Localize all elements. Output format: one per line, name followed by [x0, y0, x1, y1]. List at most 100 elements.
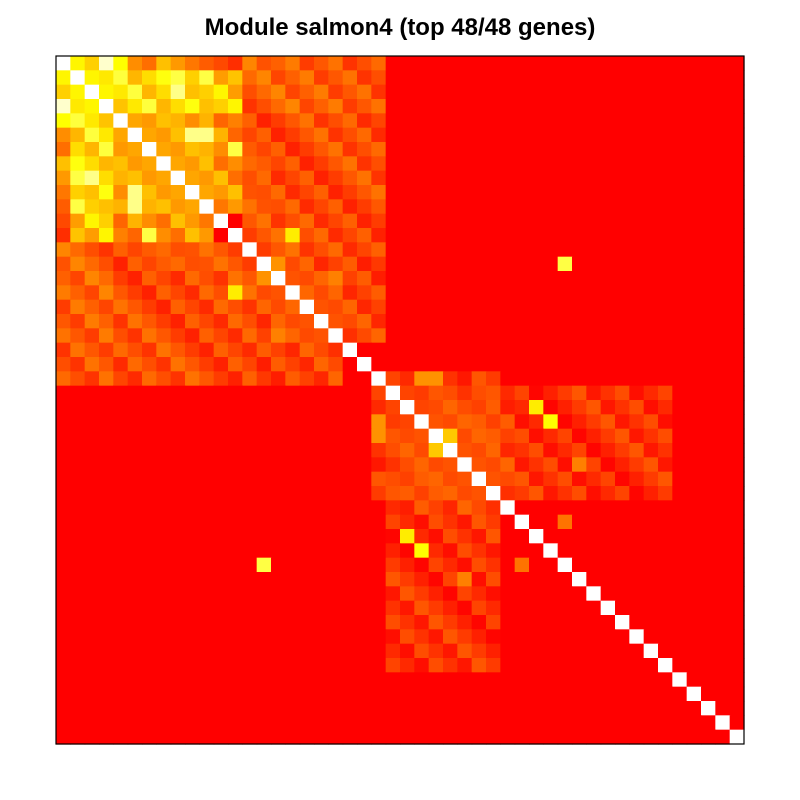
heatmap-cell	[486, 299, 501, 315]
heatmap-cell	[385, 314, 401, 329]
heatmap-cell	[500, 213, 516, 229]
heatmap-cell	[557, 299, 573, 315]
heatmap-cell	[371, 342, 387, 358]
heatmap-cell	[486, 672, 501, 688]
heatmap-cell	[529, 156, 544, 172]
heatmap-cell	[342, 142, 358, 157]
heatmap-cell	[84, 572, 100, 587]
diagonal-cell	[643, 643, 659, 659]
heatmap-cell	[328, 256, 344, 272]
heatmap-cell	[342, 715, 358, 731]
heatmap-cell	[672, 615, 688, 630]
heatmap-cell	[99, 113, 114, 129]
heatmap-cell	[729, 500, 745, 516]
heatmap-cell	[228, 256, 243, 272]
heatmap-cell	[357, 586, 372, 602]
heatmap-cell	[170, 414, 186, 430]
heatmap-cell	[414, 500, 430, 516]
heatmap-cell	[543, 213, 559, 229]
heatmap-cell	[428, 486, 444, 501]
heatmap-cell	[543, 514, 559, 530]
heatmap-cell	[428, 457, 444, 473]
heatmap-cell	[342, 70, 358, 86]
heatmap-cell	[385, 371, 401, 387]
heatmap-cell	[471, 199, 487, 215]
heatmap-cell	[443, 228, 458, 243]
heatmap-cell	[285, 84, 301, 100]
heatmap-cell	[428, 500, 444, 516]
heatmap-cell	[228, 572, 243, 587]
heatmap-cell	[514, 600, 530, 616]
heatmap-cell	[357, 672, 372, 688]
heatmap-cell	[428, 242, 444, 258]
heatmap-cell	[615, 271, 630, 286]
heatmap-cell	[715, 314, 731, 329]
heatmap-cell	[199, 457, 215, 473]
diagonal-cell	[543, 543, 559, 559]
heatmap-cell	[271, 514, 286, 530]
heatmap-cell	[600, 457, 616, 473]
heatmap-cell	[428, 342, 444, 358]
heatmap-cell	[170, 658, 186, 673]
heatmap-cell	[643, 242, 659, 258]
heatmap-cell	[142, 672, 157, 688]
heatmap-cell	[185, 170, 200, 186]
heatmap-cell	[572, 428, 587, 444]
heatmap-cell	[658, 357, 673, 372]
heatmap-cell	[70, 285, 86, 301]
heatmap-cell	[428, 285, 444, 301]
heatmap-cell	[156, 629, 172, 645]
heatmap-cell	[271, 299, 286, 315]
heatmap-cell	[729, 457, 745, 473]
heatmap-cell	[256, 428, 272, 444]
heatmap-cell	[342, 572, 358, 587]
heatmap-cell	[400, 156, 415, 172]
heatmap-cell	[715, 84, 731, 100]
heatmap-cell	[228, 729, 243, 745]
heatmap-cell	[715, 615, 731, 630]
heatmap-cell	[457, 342, 473, 358]
heatmap-cell	[643, 572, 659, 587]
heatmap-cell	[199, 615, 215, 630]
heatmap-cell	[299, 686, 315, 702]
heatmap-cell	[299, 701, 315, 716]
heatmap-cell	[400, 486, 415, 501]
heatmap-cell	[414, 529, 430, 544]
heatmap-cell	[242, 643, 258, 659]
heatmap-cell	[557, 156, 573, 172]
heatmap-cell	[328, 213, 344, 229]
heatmap-cell	[486, 242, 501, 258]
heatmap-cell	[99, 615, 114, 630]
heatmap-cell	[701, 342, 716, 358]
heatmap-cell	[199, 242, 215, 258]
heatmap-cell	[84, 686, 100, 702]
heatmap-cell	[543, 457, 559, 473]
heatmap-cell	[586, 56, 602, 71]
heatmap-cell	[486, 400, 501, 415]
heatmap-cell	[185, 242, 200, 258]
heatmap-cell	[658, 199, 673, 215]
heatmap-cell	[142, 701, 157, 716]
diagonal-cell	[629, 629, 645, 645]
heatmap-cell	[543, 658, 559, 673]
heatmap-cell	[199, 471, 215, 487]
heatmap-cell	[285, 428, 301, 444]
heatmap-cell	[285, 715, 301, 731]
heatmap-cell	[156, 285, 172, 301]
heatmap-cell	[371, 529, 387, 544]
heatmap-cell	[600, 414, 616, 430]
heatmap-cell	[99, 600, 114, 616]
heatmap-cell	[185, 600, 200, 616]
heatmap-cell	[285, 500, 301, 516]
heatmap-cell	[701, 529, 716, 544]
heatmap-cell	[99, 185, 114, 200]
diagonal-cell	[572, 572, 587, 587]
heatmap-cell	[615, 70, 630, 86]
heatmap-cell	[414, 572, 430, 587]
heatmap-cell	[271, 428, 286, 444]
heatmap-cell	[658, 256, 673, 272]
heatmap-cell	[686, 199, 702, 215]
heatmap-cell	[557, 658, 573, 673]
heatmap-cell	[70, 543, 86, 559]
heatmap-cell	[514, 701, 530, 716]
